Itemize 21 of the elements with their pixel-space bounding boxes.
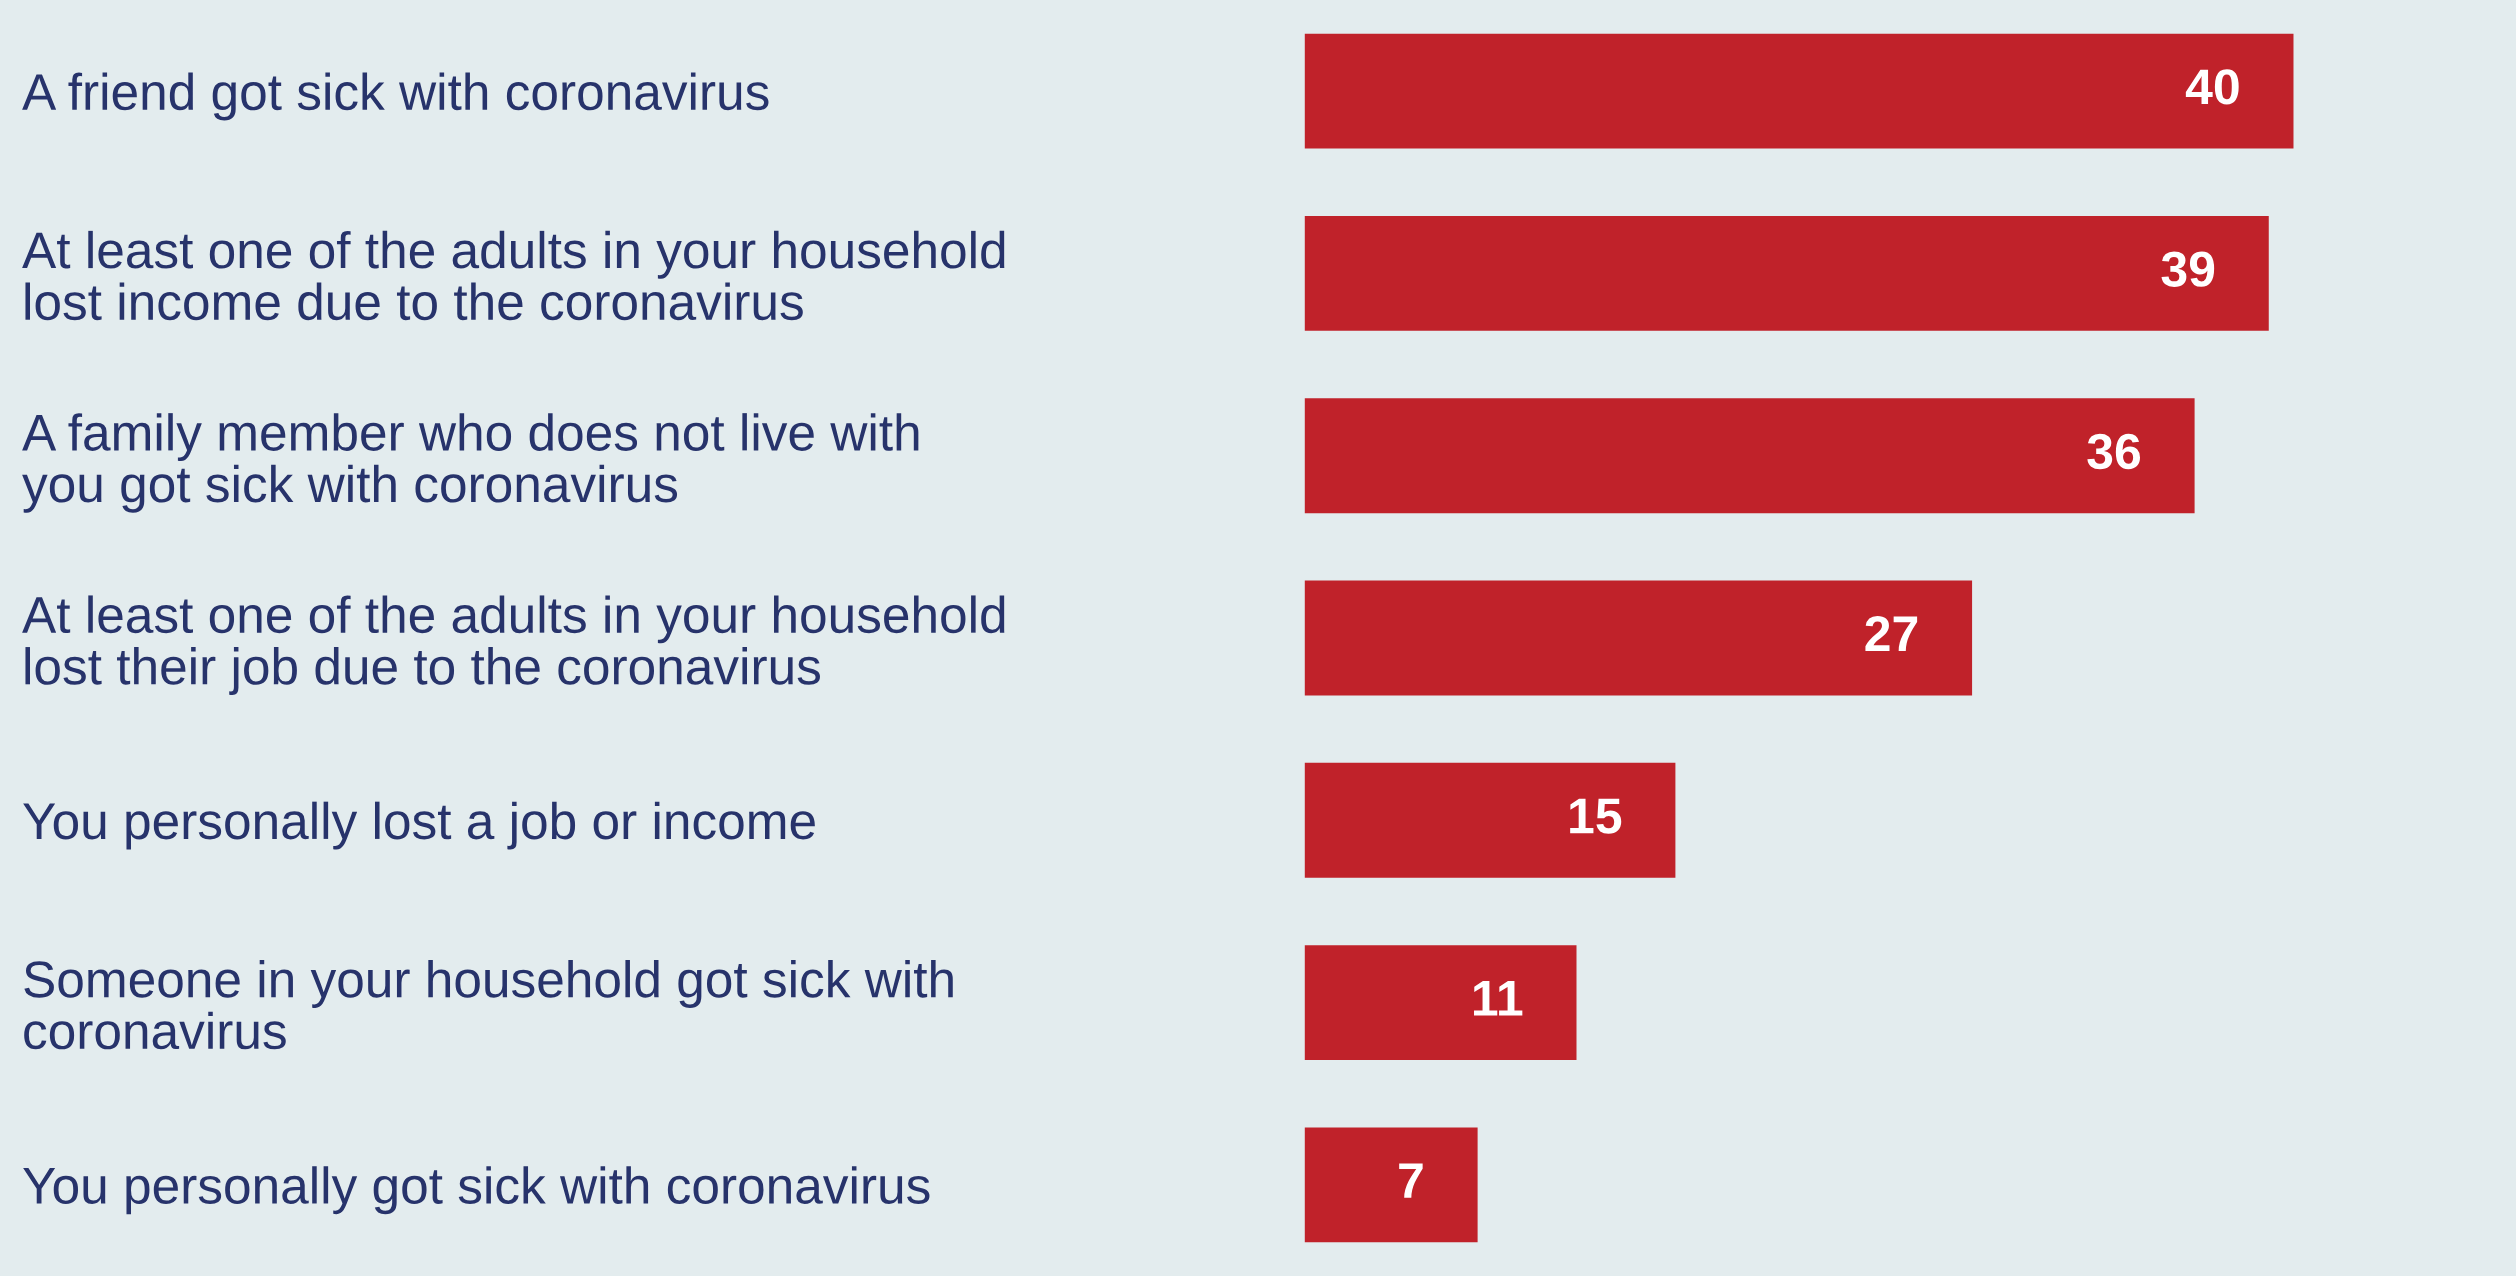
bar <box>1304 33 2294 149</box>
data-label: 15 <box>1570 798 1622 834</box>
bar <box>1304 1127 1478 1243</box>
data-label: 7 <box>1399 1163 1423 1198</box>
bar <box>1304 762 1676 878</box>
bar <box>1304 580 1973 696</box>
y-tick-label: At least one of the adults in your household lost income due to the coronavirus <box>22 230 1005 321</box>
y-tick-label: A family member who does not live with you got sick with coronavirus <box>22 413 919 513</box>
data-label: 39 <box>2161 251 2215 287</box>
bar <box>1304 216 2269 331</box>
data-label: 36 <box>2087 433 2141 470</box>
data-label: 40 <box>2185 69 2239 105</box>
data-label: 11 <box>1474 981 1523 1016</box>
y-tick-label: Someone in your household got sick with coronavirus <box>24 960 953 1050</box>
y-tick-label: At least one of the adults in your household lost their job due to the coronavirus <box>22 595 1005 695</box>
bar <box>1304 398 2195 514</box>
y-tick-label: A friend got sick with coronavirus <box>22 72 769 121</box>
bar <box>1304 945 1577 1060</box>
y-tick-label: You personally lost a job or income <box>23 801 815 850</box>
data-label: 27 <box>1865 616 1918 651</box>
y-tick-label: You personally got sick with coronavirus <box>23 1166 930 1215</box>
